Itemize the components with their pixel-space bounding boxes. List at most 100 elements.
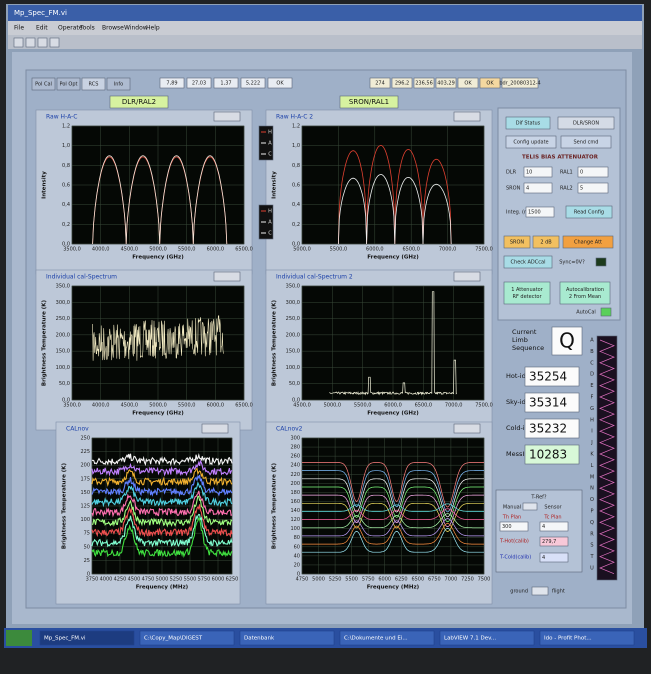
id-label: Hot-id [506, 372, 526, 380]
plot-title: Raw H-A-C 2 [276, 114, 313, 121]
x-tick-label: 7250 [461, 577, 474, 583]
x-tick-label: 6750 [428, 577, 441, 583]
taskbar-item[interactable] [339, 630, 435, 646]
taskbar-item[interactable] [139, 630, 235, 646]
y-axis-label: Intensity [272, 171, 278, 199]
toolbar-button[interactable] [37, 37, 48, 48]
field-value: 0 [580, 170, 583, 176]
numeric-field[interactable] [525, 206, 555, 218]
numeric-field[interactable] [577, 182, 609, 194]
y-tick-label: 200 [80, 463, 90, 469]
x-tick-label: 5000 [312, 577, 325, 583]
y-tick-label: 40 [294, 553, 300, 559]
button[interactable] [505, 116, 551, 130]
x-axis-label: Frequency (GHz) [132, 411, 184, 417]
sequence-letter: L [591, 463, 594, 469]
y-tick-label: 80 [294, 535, 300, 541]
x-tick-label: 6000,0 [384, 403, 402, 409]
dropdown[interactable] [503, 235, 531, 249]
dropdown[interactable] [505, 135, 557, 149]
x-tick-label: 5500,0 [354, 403, 372, 409]
button[interactable] [560, 135, 612, 149]
mode-value: DLR/SRON [573, 121, 599, 127]
y-tick-label: 225 [80, 449, 90, 455]
sequence-letter: G [590, 406, 594, 412]
plot-tools[interactable] [213, 111, 241, 122]
tab[interactable] [81, 77, 106, 91]
tab[interactable] [31, 77, 56, 91]
spectrum-trace [302, 518, 484, 537]
taskbar-item[interactable] [439, 630, 535, 646]
indicator-label: Sync=0V? [559, 260, 585, 266]
toolbar-button[interactable] [49, 37, 60, 48]
start-button[interactable] [6, 630, 32, 646]
switch[interactable] [522, 502, 538, 511]
led [595, 257, 607, 267]
taskbar-label: C:\Copy_Map\DIGEST [144, 636, 203, 642]
taskbar-item[interactable] [39, 630, 135, 646]
numeric-field[interactable] [577, 166, 609, 178]
x-tick-label: 4500,0 [121, 403, 139, 409]
y-tick-label: 0,6 [292, 183, 300, 189]
switch[interactable] [531, 586, 549, 596]
button[interactable] [565, 205, 613, 219]
button[interactable] [503, 281, 551, 305]
status-field [267, 77, 293, 89]
x-axis-label: Frequency (GHz) [367, 411, 419, 417]
numeric-field[interactable] [523, 166, 553, 178]
x-tick-label: 5750 [198, 577, 211, 583]
status-field [159, 77, 185, 89]
status-value: OK [486, 81, 494, 87]
spectrum-trace [91, 504, 233, 538]
sequence-letter: D [590, 372, 594, 378]
taskbar-label: Datenbank [244, 636, 275, 642]
numeric-field[interactable] [539, 521, 569, 532]
toolbar-button[interactable] [25, 37, 36, 48]
plot-tools[interactable] [201, 423, 229, 434]
id-label: MessID [506, 450, 529, 458]
x-tick-label: 5500,0 [178, 403, 196, 409]
spectrum-trace [302, 470, 484, 513]
dropdown[interactable] [532, 235, 560, 249]
sequence-letter: J [590, 440, 592, 446]
id-display [524, 366, 580, 387]
status-field [413, 77, 435, 89]
spectrum-trace [91, 467, 233, 487]
switch-label: ground [510, 589, 528, 595]
field-value: 300 [502, 524, 512, 530]
y-tick-label: 0 [297, 572, 300, 578]
status-field [435, 77, 457, 89]
sequence-letter: U [590, 566, 594, 572]
y-tick-label: 180 [290, 490, 300, 496]
menu-item: Edit [36, 25, 48, 32]
tab[interactable] [106, 77, 131, 91]
y-axis-label: Brightness Temperature (K) [42, 299, 48, 386]
y-tick-label: 0 [87, 572, 90, 578]
plot-tools[interactable] [453, 111, 481, 122]
toolbar-button[interactable] [13, 37, 24, 48]
sequence-letter: E [590, 383, 593, 389]
taskbar-item[interactable] [239, 630, 335, 646]
field-label: DLR [506, 170, 517, 176]
plot-tools[interactable] [453, 423, 481, 434]
y-tick-label: 200 [290, 481, 300, 487]
taskbar-item[interactable] [539, 630, 635, 646]
menu-item: File [14, 25, 24, 32]
legend-label: H [268, 209, 272, 215]
y-tick-label: 100 [290, 526, 300, 532]
button[interactable] [503, 255, 553, 269]
button-label: Autocalibration [566, 287, 604, 293]
numeric-field[interactable] [499, 521, 529, 532]
window-title: Mp_Spec_FM.vi [14, 9, 67, 17]
plot-tools[interactable] [213, 271, 241, 282]
sequence-letter: A [590, 338, 594, 344]
x-tick-label: 4500 [128, 577, 141, 583]
status-value: 236,56 [415, 81, 433, 87]
spectrum-trace [91, 481, 233, 508]
button[interactable] [562, 235, 614, 249]
button[interactable] [559, 281, 611, 305]
tab[interactable] [56, 77, 81, 91]
plot-tools[interactable] [453, 271, 481, 282]
numeric-field[interactable] [523, 182, 553, 194]
status-field [213, 77, 239, 89]
